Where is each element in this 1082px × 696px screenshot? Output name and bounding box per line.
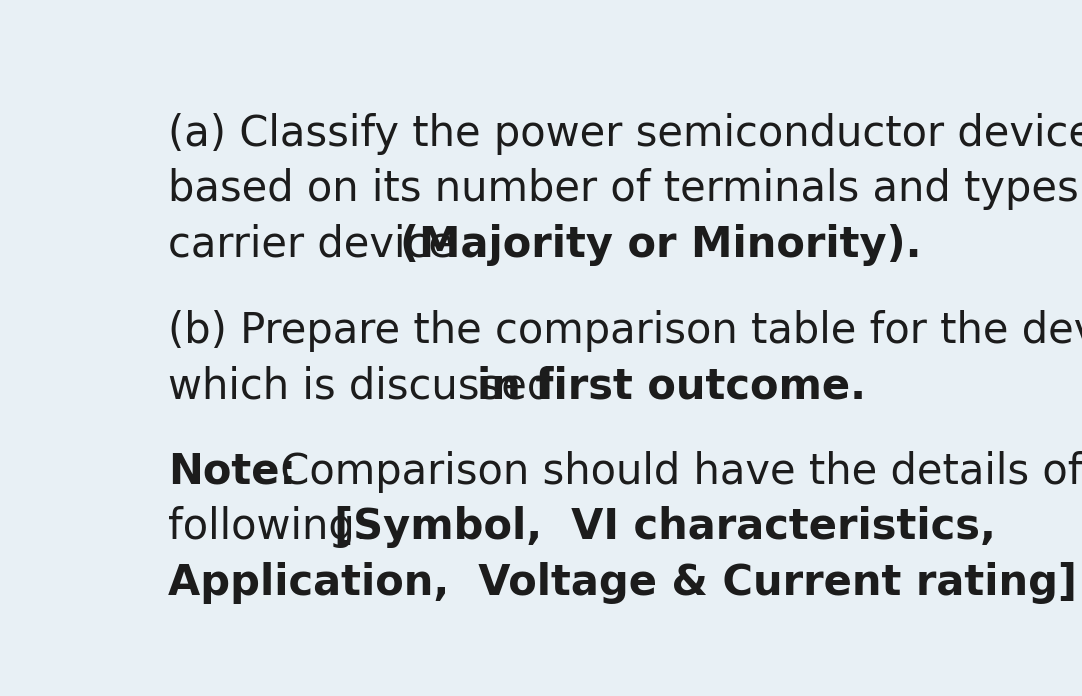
Text: [Symbol,  VI characteristics,: [Symbol, VI characteristics, [333,507,995,548]
Text: (b) Prepare the comparison table for the devices: (b) Prepare the comparison table for the… [168,310,1082,351]
Text: following:: following: [168,507,382,548]
Text: in first outcome.: in first outcome. [477,365,866,407]
Text: (a) Classify the power semiconductor devices: (a) Classify the power semiconductor dev… [168,113,1082,155]
Text: based on its number of terminals and types of: based on its number of terminals and typ… [168,168,1082,210]
Text: Comparison should have the details of the: Comparison should have the details of th… [267,451,1082,493]
Text: (Majority or Minority).: (Majority or Minority). [399,223,921,266]
Text: which is discussed: which is discussed [168,365,566,407]
Text: Application,  Voltage & Current rating]: Application, Voltage & Current rating] [168,562,1077,604]
Text: Note:: Note: [168,451,295,493]
Text: carrier device: carrier device [168,223,467,266]
